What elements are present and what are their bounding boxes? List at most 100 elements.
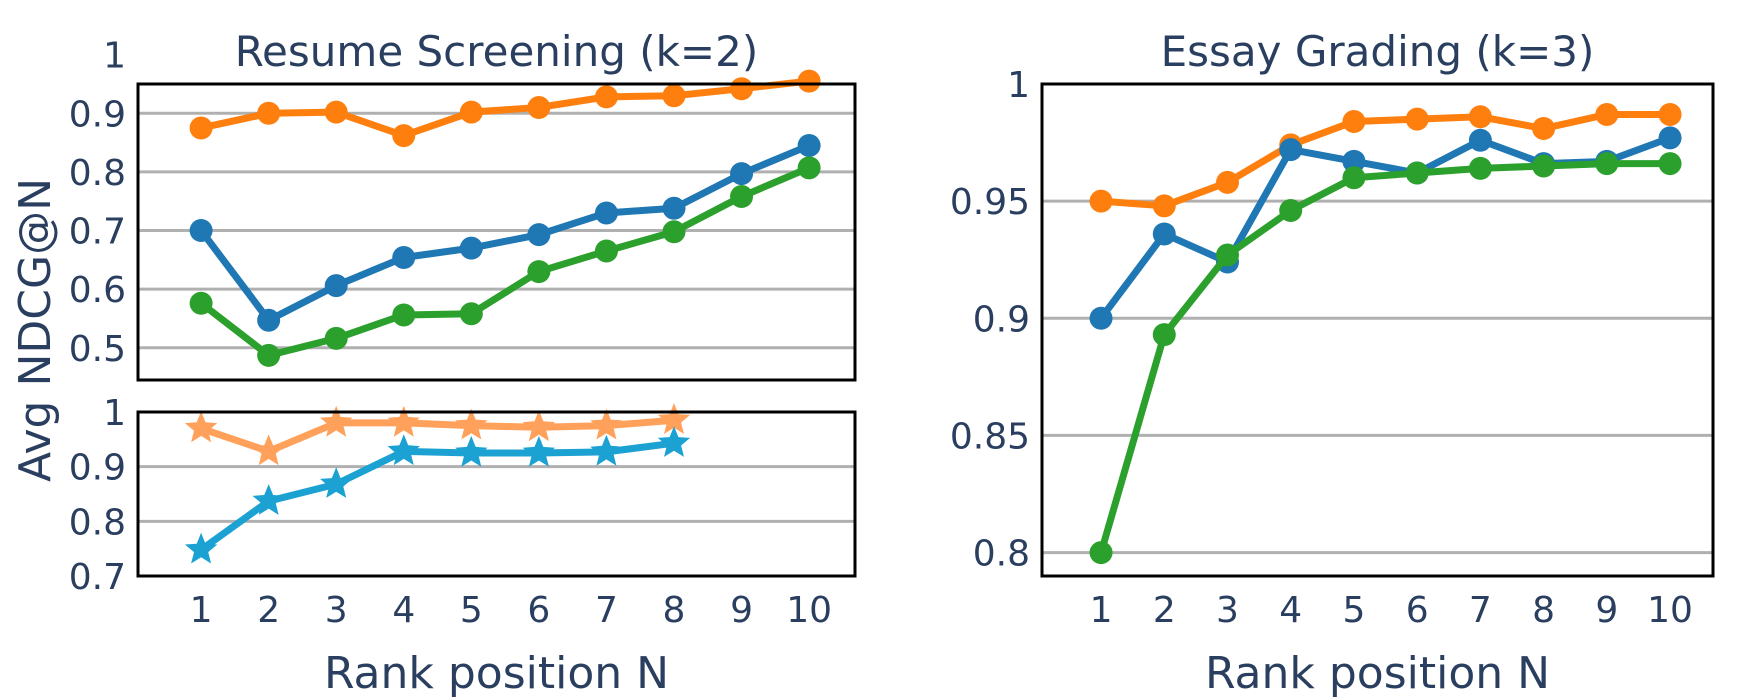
essay-data-point: [1215, 170, 1239, 194]
resume-top-data-point: [730, 185, 754, 209]
essay-data-point: [1595, 102, 1619, 126]
essay-data-point: [1152, 323, 1176, 347]
essay-data-point: [1405, 107, 1429, 131]
resume-top-data-point: [257, 101, 281, 125]
resume-xtick-label: 6: [527, 590, 550, 631]
essay-xtick-label: 2: [1153, 590, 1176, 631]
essay-xtick-label: 10: [1647, 590, 1693, 631]
essay-xtick-label: 8: [1532, 590, 1555, 631]
resume-top-ytick-label: 0.5: [69, 329, 126, 370]
resume-bottom-data-point: [455, 408, 488, 440]
resume-bottom-data-point: [522, 410, 556, 442]
essay-xtick-label: 9: [1595, 590, 1618, 631]
resume-bottom-data-point: [657, 426, 691, 457]
resume-bottom-data-point: [522, 436, 556, 467]
essay-data-point: [1405, 161, 1429, 185]
resume-bottom-data-point: [184, 532, 218, 564]
resume-top-data-point: [730, 77, 754, 101]
essay-ytick-label: 1: [1007, 65, 1030, 106]
resume-top-series-line: [198, 164, 811, 359]
essay-series-line: [1100, 110, 1671, 210]
resume-top-data-point: [257, 308, 281, 332]
essay-data-point: [1658, 102, 1682, 126]
resume-top-frame: [136, 82, 857, 382]
resume-top-data-point: [662, 220, 686, 244]
resume-top-data-point: [594, 201, 618, 225]
essay-data-point: [1658, 126, 1682, 150]
resume-top-series-line: [198, 142, 811, 324]
resume-top-data-point: [189, 116, 213, 140]
resume-xtick-label: 9: [730, 590, 753, 631]
essay-xtick-label: 6: [1406, 590, 1429, 631]
resume-xtick-label: 2: [257, 590, 280, 631]
essay-ytick-label: 0.8: [973, 534, 1030, 575]
resume-top-data-point: [594, 239, 618, 263]
essay-xtick-label: 1: [1090, 590, 1113, 631]
essay-data-point: [1342, 149, 1366, 173]
resume-top-data-point: [257, 343, 281, 367]
essay-data-point: [1215, 243, 1239, 267]
essay-series-line: [1097, 160, 1671, 554]
essay-data-point: [1658, 152, 1682, 176]
resume-top-data-point: [527, 260, 551, 284]
resume-top-data-point: [459, 302, 483, 326]
resume-top-data-point: [730, 162, 754, 186]
essay-data-point: [1468, 156, 1492, 180]
resume-xtick-label: 5: [460, 590, 483, 631]
resume-top-data-point: [797, 156, 821, 180]
essay-data-point: [1532, 117, 1556, 141]
resume-top-data-point: [324, 100, 348, 124]
resume-top-data-point: [324, 274, 348, 298]
resume-top-data-point: [459, 236, 483, 260]
resume-top-data-point: [662, 84, 686, 108]
y-axis-label: Avg NDCG@N: [10, 178, 61, 482]
resume-bottom-ytick-label: 0.8: [69, 502, 126, 543]
resume-bottom-ytick-label: 0.7: [69, 557, 126, 598]
resume-xtick-label: 7: [595, 590, 618, 631]
essay-data-point: [1279, 199, 1303, 223]
x-axis-label: Rank position N: [324, 648, 669, 698]
resume-top-data-point: [392, 124, 416, 148]
resume-xtick-label: 1: [190, 590, 213, 631]
essay-xtick-label: 4: [1279, 590, 1302, 631]
essay-data-point: [1595, 152, 1619, 176]
essay-data-point: [1089, 306, 1113, 330]
resume-top-ytick-label: 0.9: [69, 94, 126, 135]
resume-top-ytick-label: 0.6: [69, 270, 126, 311]
resume-xtick-label: 8: [663, 590, 686, 631]
essay-xtick-label: 3: [1216, 590, 1239, 631]
resume-bottom-ytick-label: 1: [103, 393, 126, 434]
resume-top-data-point: [594, 85, 618, 109]
chart-title: Essay Grading (k=3): [1161, 27, 1595, 76]
resume-xtick-label: 10: [786, 590, 832, 631]
resume-top-data-point: [662, 196, 686, 220]
resume-top-data-point: [527, 95, 551, 119]
resume-bottom-data-point: [657, 403, 691, 434]
resume-bottom-data-point: [320, 467, 353, 498]
chart-title: Resume Screening (k=2): [235, 27, 758, 76]
resume-bottom-data-point: [252, 484, 285, 515]
essay-data-point: [1342, 109, 1366, 133]
essay-data-point: [1089, 189, 1113, 213]
resume-bottom-data-point: [387, 434, 420, 466]
essay-data-point: [1468, 105, 1492, 129]
resume-top-series-line: [200, 77, 810, 140]
essay-ytick-label: 0.85: [950, 416, 1030, 457]
essay-data-point: [1152, 222, 1176, 246]
essay-data-point: [1532, 154, 1556, 178]
essay-data-point: [1468, 128, 1492, 152]
resume-xtick-label: 3: [325, 590, 348, 631]
resume-bottom-data-point: [455, 436, 488, 467]
resume-top-data-point: [459, 100, 483, 124]
resume-bottom-data-point: [387, 405, 420, 437]
essay-data-point: [1342, 166, 1366, 190]
x-axis-label: Rank position N: [1205, 648, 1550, 698]
resume-xtick-label: 4: [392, 590, 415, 631]
essay-xtick-label: 5: [1342, 590, 1365, 631]
essay-data-point: [1089, 541, 1113, 565]
resume-top-data-point: [392, 245, 416, 269]
resume-bottom-frame: [136, 410, 857, 578]
resume-top-data-point: [189, 291, 213, 315]
resume-bottom-data-point: [590, 434, 623, 466]
